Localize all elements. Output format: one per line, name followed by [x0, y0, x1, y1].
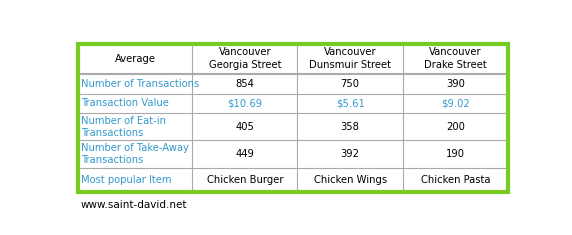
Text: Number of Transactions: Number of Transactions — [81, 79, 200, 89]
Text: Number of Take-Away
Transactions: Number of Take-Away Transactions — [81, 143, 189, 165]
Bar — [78, 43, 508, 192]
Text: 854: 854 — [235, 79, 254, 89]
Text: 358: 358 — [341, 122, 360, 132]
Text: 405: 405 — [235, 122, 254, 132]
Text: Vancouver
Georgia Street: Vancouver Georgia Street — [209, 47, 281, 70]
Text: $5.61: $5.61 — [336, 98, 364, 108]
Text: Chicken Pasta: Chicken Pasta — [421, 175, 490, 185]
Text: $9.02: $9.02 — [441, 98, 470, 108]
Text: 190: 190 — [446, 149, 465, 159]
Text: 200: 200 — [446, 122, 465, 132]
Text: Chicken Wings: Chicken Wings — [313, 175, 387, 185]
Text: 390: 390 — [446, 79, 465, 89]
Text: $10.69: $10.69 — [227, 98, 263, 108]
Text: www.saint-david.net: www.saint-david.net — [80, 200, 187, 210]
Text: Vancouver
Drake Street: Vancouver Drake Street — [424, 47, 487, 70]
Text: Most popular Item: Most popular Item — [81, 175, 172, 185]
Text: Transaction Value: Transaction Value — [81, 98, 169, 108]
Text: 449: 449 — [235, 149, 254, 159]
Text: Vancouver
Dunsmuir Street: Vancouver Dunsmuir Street — [309, 47, 391, 70]
Text: 392: 392 — [340, 149, 360, 159]
Text: Chicken Burger: Chicken Burger — [206, 175, 283, 185]
Text: Average: Average — [114, 54, 156, 64]
Text: Number of Eat-in
Transactions: Number of Eat-in Transactions — [81, 116, 166, 138]
Text: 750: 750 — [340, 79, 360, 89]
